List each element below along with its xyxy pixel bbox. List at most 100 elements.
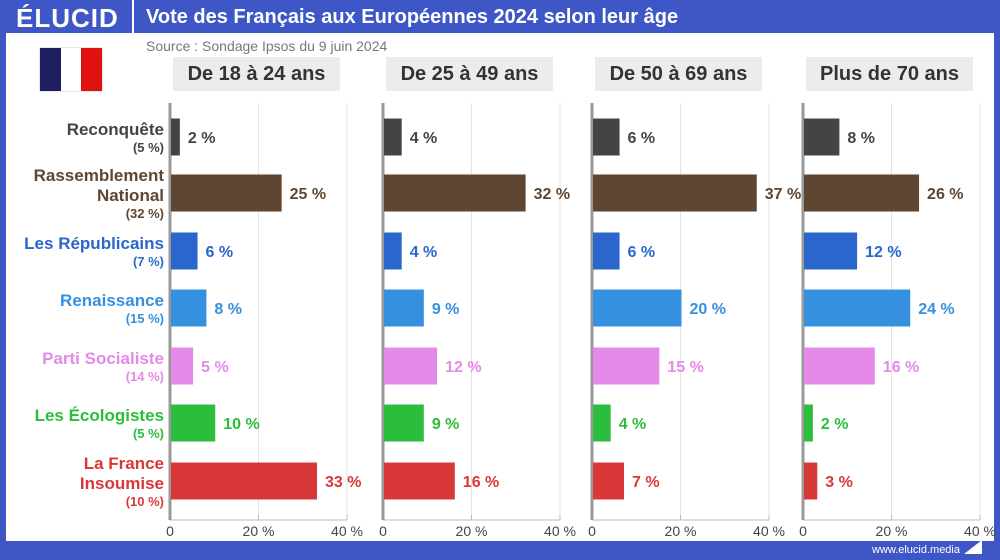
tick-label: 40 % [964, 523, 996, 539]
bar [171, 462, 318, 500]
party-name: Rassemblement National [33, 165, 164, 205]
tick-label: 40 % [544, 523, 576, 539]
bar [593, 462, 624, 500]
tick-label: 20 % [243, 523, 275, 539]
bar [384, 462, 455, 500]
party-name: Les Républicains [24, 233, 164, 253]
overall-score: (14 %) [125, 368, 164, 384]
bar [804, 404, 813, 442]
bar [804, 232, 858, 270]
age-group-header: De 50 à 69 ans [595, 57, 762, 91]
bar [384, 118, 402, 156]
data-label: 5 % [201, 359, 229, 376]
data-label: 16 % [883, 359, 919, 376]
data-label: 8 % [847, 130, 875, 147]
data-label: 9 % [432, 416, 460, 433]
tick-label: 0 [799, 523, 807, 539]
bar [593, 289, 682, 327]
category-label: Les Républicains (7 %) [4, 234, 164, 269]
category-label: La France Insoumise (10 %) [4, 454, 164, 509]
bar [384, 174, 526, 212]
age-group-header: Plus de 70 ans [806, 57, 973, 91]
age-group-header: De 25 à 49 ans [386, 57, 553, 91]
category-label: Les Écologistes (5 %) [4, 406, 164, 441]
data-label: 2 % [188, 130, 216, 147]
data-label: 16 % [463, 474, 499, 491]
tick-label: 40 % [753, 523, 785, 539]
bar [171, 347, 194, 385]
data-label: 9 % [432, 301, 460, 318]
bar [171, 289, 207, 327]
data-label: 33 % [325, 474, 361, 491]
bar [171, 174, 282, 212]
bar [384, 347, 438, 385]
bar [593, 118, 620, 156]
bar [384, 289, 424, 327]
overall-score: (5 %) [132, 425, 164, 441]
data-label: 4 % [410, 130, 438, 147]
bar [384, 232, 402, 270]
tick-label: 0 [588, 523, 596, 539]
overall-score: (32 %) [125, 205, 164, 221]
overall-score: (5 %) [132, 139, 164, 155]
data-label: 20 % [690, 301, 726, 318]
data-label: 10 % [223, 416, 259, 433]
tick-label: 0 [379, 523, 387, 539]
data-label: 8 % [214, 301, 242, 318]
bar [804, 174, 920, 212]
tick-label: 0 [166, 523, 174, 539]
tick-label: 20 % [876, 523, 908, 539]
category-label: Renaissance (15 %) [4, 291, 164, 326]
bar [804, 462, 818, 500]
data-label: 3 % [825, 474, 853, 491]
bar [384, 404, 424, 442]
category-label: Parti Socialiste (14 %) [4, 349, 164, 384]
data-label: 4 % [410, 244, 438, 261]
bar [593, 404, 611, 442]
tick-label: 40 % [331, 523, 363, 539]
footer-url[interactable]: www.elucid.media [871, 544, 960, 556]
data-label: 12 % [865, 244, 901, 261]
bar [593, 347, 660, 385]
elucid-logo: ÉLUCID [16, 3, 119, 33]
category-label: Reconquête (5 %) [4, 120, 164, 155]
party-name: Les Écologistes [34, 405, 164, 425]
data-label: 6 % [628, 130, 656, 147]
data-label: 2 % [821, 416, 849, 433]
bar [171, 404, 216, 442]
bar [593, 174, 757, 212]
bar [171, 118, 180, 156]
tick-label: 20 % [665, 523, 697, 539]
party-name: Parti Socialiste [42, 348, 164, 368]
source-note: Source : Sondage Ipsos du 9 juin 2024 [146, 38, 388, 54]
chart-title: Vote des Français aux Européennes 2024 s… [146, 6, 679, 28]
data-label: 24 % [918, 301, 954, 318]
bar [804, 289, 911, 327]
data-label: 7 % [632, 474, 660, 491]
party-name: Reconquête [66, 119, 164, 139]
data-label: 4 % [619, 416, 647, 433]
data-label: 6 % [628, 244, 656, 261]
bar [804, 347, 875, 385]
bar [593, 232, 620, 270]
elucid-corner-icon [964, 540, 982, 554]
overall-score: (15 %) [125, 310, 164, 326]
data-label: 26 % [927, 186, 963, 203]
party-name: Renaissance [60, 290, 164, 310]
data-label: 15 % [667, 359, 703, 376]
data-label: 32 % [534, 186, 570, 203]
age-group-header: De 18 à 24 ans [173, 57, 340, 91]
overall-score: (7 %) [132, 253, 164, 269]
overall-score: (10 %) [125, 493, 164, 509]
bar [171, 232, 198, 270]
tick-label: 20 % [456, 523, 488, 539]
data-label: 6 % [206, 244, 234, 261]
category-label: Rassemblement National (32 %) [4, 166, 164, 221]
header-divider [132, 0, 134, 33]
bar [804, 118, 840, 156]
party-name: La France Insoumise [79, 453, 164, 493]
france-flag-icon [40, 48, 103, 91]
data-label: 12 % [445, 359, 481, 376]
data-label: 25 % [290, 186, 326, 203]
